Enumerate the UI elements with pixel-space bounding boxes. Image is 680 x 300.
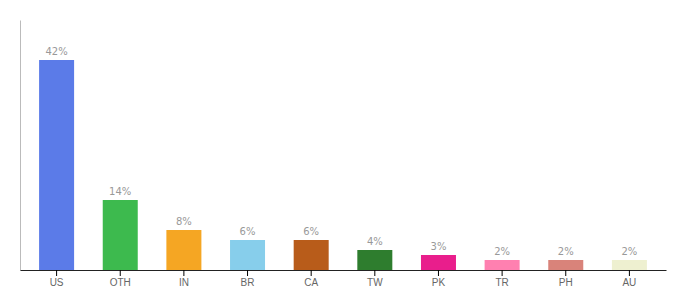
x-tick-label: OTH: [110, 277, 131, 288]
x-tick: AU: [622, 270, 636, 288]
x-tick-line: [629, 270, 630, 276]
x-tick: CA: [304, 270, 318, 288]
x-tick-label: BR: [241, 277, 255, 288]
bar: [612, 260, 647, 270]
x-tick: TR: [495, 270, 508, 288]
x-tick: PK: [432, 270, 446, 288]
x-tick-line: [120, 270, 121, 276]
x-axis: US OTH IN BR CA TW PK TR PH AU: [21, 270, 667, 288]
x-tick-label: PK: [432, 277, 446, 288]
chart: US OTH IN BR CA TW PK TR PH AU 42% 14% 8% 6% 6% 4% 3% 2% 2…: [0, 0, 680, 300]
data-labels: 42% 14% 8% 6% 6% 4% 3% 2% 2% 2%: [45, 46, 637, 257]
data-label: 4%: [367, 236, 383, 247]
bar: [357, 250, 392, 270]
x-tick-line: [565, 270, 566, 276]
x-tick-line: [183, 270, 184, 276]
x-tick: IN: [179, 270, 189, 288]
y-axis: [20, 21, 21, 271]
data-label: 8%: [176, 216, 192, 227]
x-tick-line: [374, 270, 375, 276]
x-tick-label: IN: [179, 277, 189, 288]
bar: [294, 240, 329, 270]
x-tick-label: PH: [559, 277, 573, 288]
data-label: 6%: [240, 226, 256, 237]
x-tick-line: [247, 270, 248, 276]
data-label: 2%: [558, 246, 574, 257]
plot: US OTH IN BR CA TW PK TR PH AU 42% 14% 8% 6% 6% 4% 3% 2% 2…: [21, 21, 667, 289]
x-tick-label: AU: [622, 277, 636, 288]
x-axis-line: [21, 270, 667, 271]
bar: [485, 260, 520, 270]
bar: [103, 200, 138, 270]
y-axis-line: [20, 21, 21, 271]
x-tick-label: TW: [367, 277, 383, 288]
bar: [421, 255, 456, 270]
bar: [548, 260, 583, 270]
bars: [39, 60, 647, 270]
x-tick-line: [56, 270, 57, 276]
data-label: 14%: [109, 186, 131, 197]
x-tick: PH: [559, 270, 573, 288]
x-tick: US: [50, 270, 64, 288]
x-tick-line: [438, 270, 439, 276]
bar: [166, 230, 201, 270]
data-label: 42%: [45, 46, 67, 57]
x-tick: TW: [367, 270, 383, 288]
data-label: 3%: [431, 241, 447, 252]
bar: [230, 240, 265, 270]
x-tick-label: US: [50, 277, 64, 288]
x-tick-label: TR: [495, 277, 508, 288]
data-label: 2%: [621, 246, 637, 257]
data-label: 6%: [303, 226, 319, 237]
x-tick: OTH: [110, 270, 131, 288]
data-label: 2%: [494, 246, 510, 257]
x-tick-label: CA: [304, 277, 318, 288]
x-tick-line: [311, 270, 312, 276]
x-tick-line: [502, 270, 503, 276]
bar: [39, 60, 74, 270]
x-tick: BR: [241, 270, 255, 288]
